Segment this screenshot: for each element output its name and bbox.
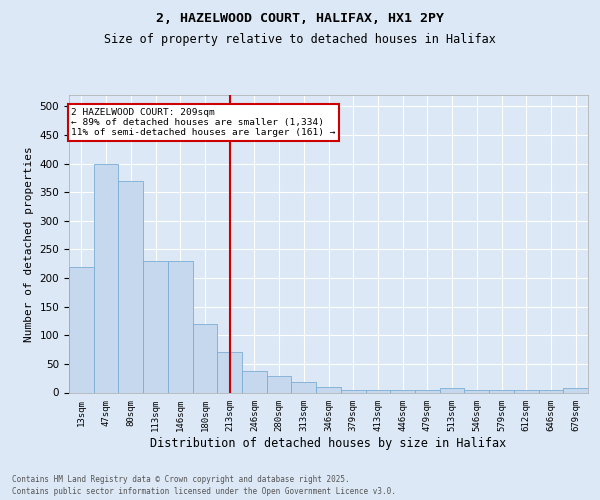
Bar [118,181,143,392]
Bar [242,371,267,392]
Bar [193,324,217,392]
Bar [341,390,365,392]
Text: Contains HM Land Registry data © Crown copyright and database right 2025.: Contains HM Land Registry data © Crown c… [12,475,350,484]
Bar [292,382,316,392]
Bar [94,164,118,392]
Bar [168,261,193,392]
Text: Contains public sector information licensed under the Open Government Licence v3: Contains public sector information licen… [12,487,396,496]
Bar [365,390,390,392]
Y-axis label: Number of detached properties: Number of detached properties [24,146,34,342]
Bar [143,261,168,392]
Bar [514,390,539,392]
Bar [267,376,292,392]
Bar [415,390,440,392]
Bar [69,266,94,392]
Bar [563,388,588,392]
X-axis label: Distribution of detached houses by size in Halifax: Distribution of detached houses by size … [151,436,506,450]
Text: 2 HAZELWOOD COURT: 209sqm
← 89% of detached houses are smaller (1,334)
11% of se: 2 HAZELWOOD COURT: 209sqm ← 89% of detac… [71,108,336,138]
Bar [217,352,242,393]
Bar [390,390,415,392]
Bar [464,390,489,392]
Bar [316,387,341,392]
Bar [489,390,514,392]
Bar [440,388,464,392]
Bar [539,390,563,392]
Text: 2, HAZELWOOD COURT, HALIFAX, HX1 2PY: 2, HAZELWOOD COURT, HALIFAX, HX1 2PY [156,12,444,26]
Text: Size of property relative to detached houses in Halifax: Size of property relative to detached ho… [104,32,496,46]
